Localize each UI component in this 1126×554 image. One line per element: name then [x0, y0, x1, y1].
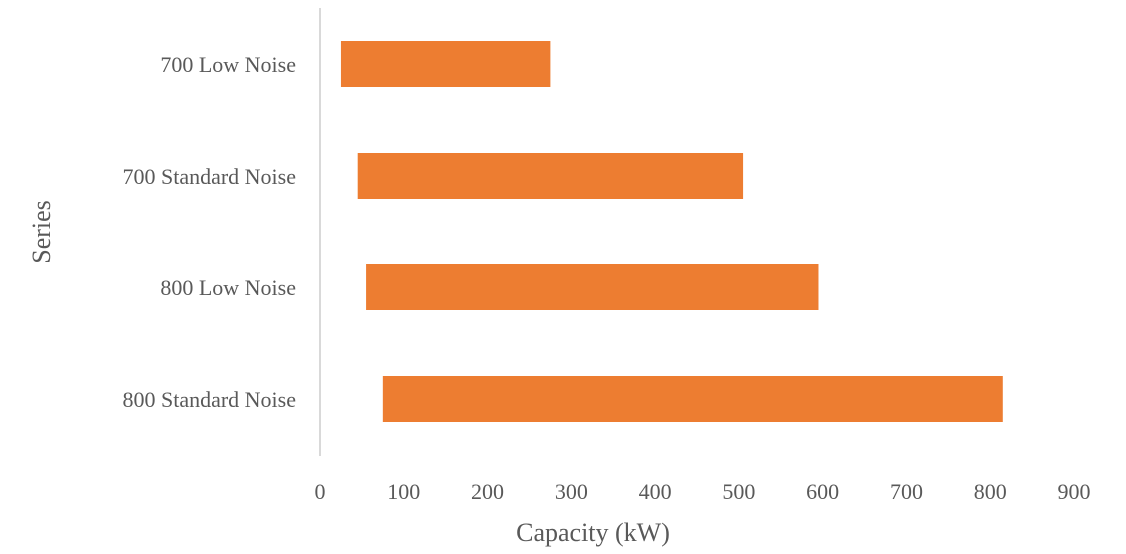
- bar-3: [382, 376, 1003, 422]
- bar-1: [357, 153, 744, 199]
- x-tick-label: 600: [806, 479, 839, 504]
- x-tick-label: 200: [471, 479, 504, 504]
- x-tick-label: 100: [387, 479, 420, 504]
- bar-0: [340, 41, 551, 87]
- bars-group: [340, 41, 1003, 422]
- x-tick-label: 900: [1058, 479, 1091, 504]
- x-axis-title: Capacity (kW): [516, 518, 670, 547]
- x-tick-label: 400: [639, 479, 672, 504]
- bar-2: [366, 264, 819, 310]
- x-tick-label: 500: [722, 479, 755, 504]
- y-axis-title: Series: [27, 200, 56, 264]
- x-tick-labels: 0 100 200 300 400 500 600 700 800 900: [315, 479, 1091, 504]
- category-label: 800 Standard Noise: [122, 387, 296, 412]
- category-labels: 700 Low Noise 700 Standard Noise 800 Low N…: [122, 52, 296, 412]
- category-label: 700 Standard Noise: [122, 164, 296, 189]
- category-label: 700 Low Noise: [160, 52, 296, 77]
- x-tick-label: 700: [890, 479, 923, 504]
- category-label: 800 Low Noise: [160, 275, 296, 300]
- x-tick-label: 0: [315, 479, 326, 504]
- x-tick-label: 800: [974, 479, 1007, 504]
- x-tick-label: 300: [555, 479, 588, 504]
